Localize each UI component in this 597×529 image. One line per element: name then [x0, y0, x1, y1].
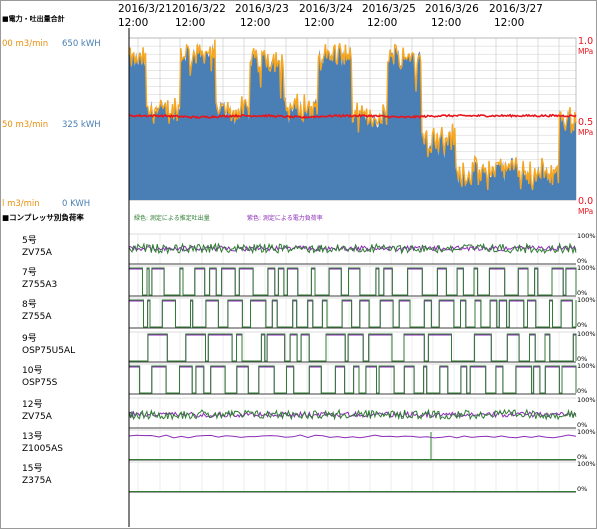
- pct-top-label: 100%: [577, 396, 596, 404]
- flow-load-line: [128, 408, 577, 421]
- pressure-unit-label: MPa: [578, 207, 593, 216]
- pct-top-label: 100%: [577, 362, 596, 370]
- pct-bottom-label: 0%: [577, 289, 587, 297]
- compressor-model: OSP75U5AL: [22, 346, 75, 356]
- bottom-chart-title: ■コンプレッサ別負荷率: [2, 212, 84, 222]
- pressure-axis-label: 0.5: [578, 117, 593, 128]
- compressor-row: 15号 Z375A 100% 0%: [22, 460, 596, 493]
- date-label: 2016/3/22: [172, 3, 226, 15]
- pct-bottom-label: 0%: [577, 257, 587, 265]
- pct-bottom-label: 0%: [577, 421, 587, 429]
- time-header: 2016/3/21 2016/3/22 2016/3/23 2016/3/24 …: [118, 3, 543, 29]
- pressure-axis-label: 1.0: [578, 36, 593, 47]
- pressure-axis-label: 0.0: [578, 196, 593, 207]
- flow-axis-label: 00 m3/min: [2, 39, 48, 49]
- legend-green: 緑色: 測定による推定吐出量: [134, 214, 210, 222]
- compressor-number: 5号: [22, 235, 37, 246]
- compressor-number: 10号: [22, 365, 42, 376]
- date-label: 2016/3/26: [425, 3, 479, 15]
- legend-purple: 紫色: 測定による電力負荷率: [247, 214, 323, 222]
- power-load-line: [128, 434, 577, 439]
- pct-top-label: 100%: [577, 232, 596, 240]
- compressor-model: ZV75A: [22, 248, 53, 258]
- date-label: 2016/3/25: [362, 3, 416, 15]
- flow-load-line: [129, 333, 577, 362]
- flow-load-line: [129, 299, 577, 328]
- date-label: 2016/3/27: [489, 3, 543, 15]
- pct-bottom-label: 0%: [577, 453, 587, 461]
- flow-line: [128, 39, 577, 191]
- compressor-row: 8号 Z755A 100% 0%: [22, 296, 596, 329]
- pressure-unit-label: MPa: [578, 128, 593, 137]
- compressor-row: 9号 OSP75U5AL 100% 0%: [22, 330, 596, 363]
- compressor-row: 12号 ZV75A 100% 0%: [22, 396, 596, 429]
- compressor-number: 12号: [22, 399, 42, 410]
- date-label: 2016/3/24: [299, 3, 353, 15]
- power-load-line: [129, 334, 577, 362]
- compressor-number: 15号: [22, 463, 42, 474]
- compressor-model: Z375A: [22, 476, 52, 486]
- time-label: 12:00: [304, 17, 334, 29]
- pct-bottom-label: 0%: [577, 355, 587, 363]
- compressor-row: 10号 OSP75S 100% 0%: [22, 362, 596, 395]
- compressor-number: 9号: [22, 333, 37, 344]
- compressor-model: Z1005AS: [22, 444, 63, 454]
- compressor-model: Z755A: [22, 312, 52, 322]
- flow-load-line: [129, 267, 577, 296]
- compressor-number: 13号: [22, 431, 42, 442]
- pct-top-label: 100%: [577, 264, 596, 272]
- date-label: 2016/3/21: [118, 3, 172, 15]
- time-label: 12:00: [494, 17, 524, 29]
- flow-axis-label: 50 m3/min: [2, 120, 48, 130]
- time-label: 12:00: [118, 17, 148, 29]
- flow-axis-label: l m3/min: [2, 199, 40, 209]
- pressure-unit-label: MPa: [578, 47, 593, 56]
- compressor-number: 8号: [22, 299, 37, 310]
- pct-top-label: 100%: [577, 460, 596, 468]
- pct-bottom-label: 0%: [577, 321, 587, 329]
- pressure-line: [128, 113, 577, 120]
- compressor-row: 5号 ZV75A 100% 0%: [22, 232, 596, 265]
- pct-top-label: 100%: [577, 330, 596, 338]
- flow-load-line: [128, 242, 577, 255]
- pct-bottom-label: 0%: [577, 387, 587, 395]
- compressor-model: Z755A3: [22, 280, 57, 290]
- top-plot-area: [128, 37, 577, 201]
- compressor-number: 7号: [22, 267, 37, 278]
- power-load-line: [129, 268, 577, 296]
- time-label: 12:00: [175, 17, 205, 29]
- compressor-row: 13号 Z1005AS 100% 0%: [22, 428, 596, 461]
- compressor-rows: 5号ZV75A100%0%7号Z755A3100%0%8号Z755A100%0%…: [22, 232, 596, 493]
- compressor-row: 7号 Z755A3 100% 0%: [22, 264, 596, 297]
- flow-load-line: [129, 365, 577, 394]
- pct-top-label: 100%: [577, 296, 596, 304]
- pct-top-label: 100%: [577, 428, 596, 436]
- power-axis-label: 0 KWH: [62, 199, 90, 209]
- compressor-model: ZV75A: [22, 412, 53, 422]
- power-axis-label: 325 kWH: [62, 120, 101, 130]
- pct-bottom-label: 0%: [577, 485, 587, 493]
- time-label: 12:00: [367, 17, 397, 29]
- power-axis-label: 650 kWH: [62, 39, 101, 49]
- compressor-model: OSP75S: [22, 378, 58, 388]
- top-chart-title: ■電力・吐出量合計: [2, 14, 65, 23]
- date-label: 2016/3/23: [235, 3, 289, 15]
- time-label: 12:00: [240, 17, 270, 29]
- time-label: 12:00: [431, 17, 461, 29]
